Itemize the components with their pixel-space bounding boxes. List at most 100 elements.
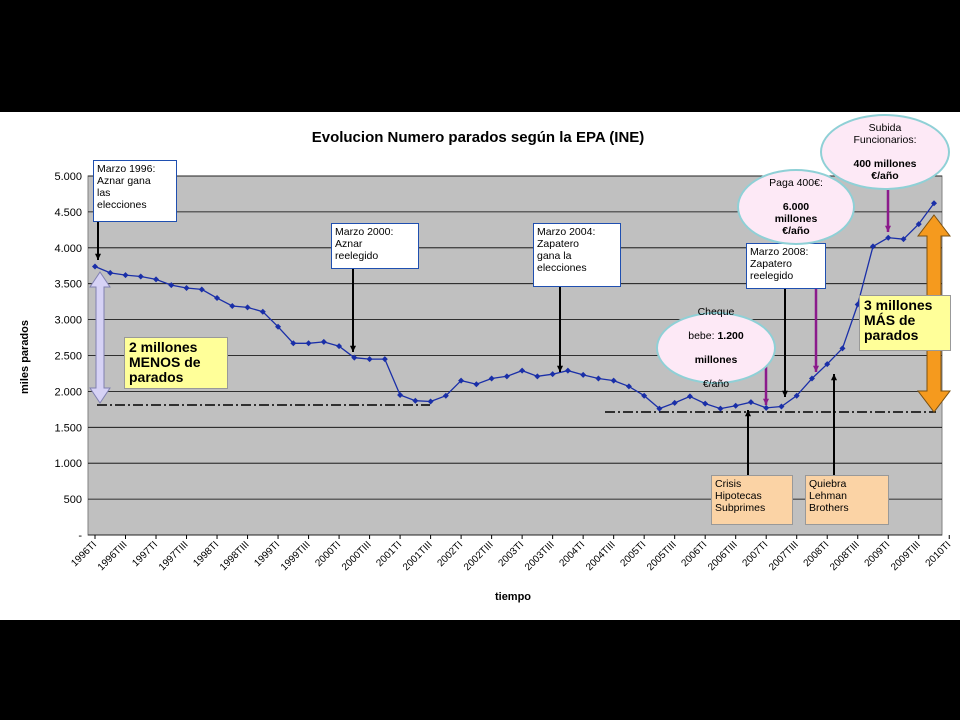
- data-point: [488, 375, 495, 382]
- data-point: [229, 302, 236, 309]
- x-tick-label: 2003TI: [496, 539, 526, 569]
- subida-line1: Subida Funcionarios:: [853, 122, 917, 146]
- data-point: [412, 397, 419, 404]
- cheque-line1: Cheque: [697, 306, 735, 318]
- annotation-marzo-2004: Marzo 2004: Zapatero gana la elecciones: [533, 223, 621, 287]
- data-point: [580, 371, 587, 378]
- data-point: [732, 402, 739, 409]
- data-point: [747, 399, 754, 406]
- x-tick-label: 1996TI: [69, 539, 99, 569]
- data-point: [595, 375, 602, 382]
- data-point: [290, 340, 297, 347]
- data-point: [244, 304, 251, 311]
- x-tick-label: 2008TIII: [828, 539, 862, 573]
- y-axis-label: miles parados: [19, 320, 31, 394]
- chart-title: Evolucion Numero parados según la EPA (I…: [312, 129, 645, 146]
- data-point: [107, 269, 114, 276]
- data-point: [915, 221, 922, 228]
- data-point: [519, 367, 526, 374]
- data-point: [549, 371, 556, 378]
- data-point: [625, 383, 632, 390]
- data-point: [564, 367, 571, 374]
- x-tick-label: 1997TIII: [157, 539, 191, 573]
- cheque-line2: bebe:: [688, 330, 718, 342]
- x-tick-label: 1996TIII: [96, 539, 130, 573]
- annotation-marzo-2000: Marzo 2000: Aznar reelegido: [331, 223, 419, 269]
- cheque-millones: millones: [694, 354, 738, 366]
- x-tick-label: 1997TI: [130, 539, 160, 569]
- y-tick-label: 1.000: [54, 458, 82, 470]
- arrow-2008-head: [781, 390, 789, 397]
- x-tick-label: 1998TIII: [218, 539, 252, 573]
- data-point: [778, 403, 785, 410]
- data-point: [641, 392, 648, 399]
- data-point: [259, 308, 266, 315]
- x-tick-label: 2006TIII: [706, 539, 740, 573]
- x-tick-label: 2006TI: [680, 539, 710, 569]
- bubble-cheque-bebe: Cheque bebe: 1.200 millones €/año: [656, 306, 776, 390]
- annotation-crisis-subprimes: Crisis Hipotecas Subprimes: [711, 475, 793, 525]
- x-tick-label: 2005TI: [618, 539, 648, 569]
- data-point: [900, 236, 907, 243]
- data-point: [168, 282, 175, 289]
- data-point: [839, 345, 846, 352]
- x-tick-label: 2002TIII: [462, 539, 496, 573]
- y-tick-label: 1.500: [54, 422, 82, 434]
- x-tick-label: 2007TIII: [767, 539, 801, 573]
- data-point: [458, 377, 465, 384]
- chart-slide: - 500 1.000 1.500 2.000 2.500 3.000 3.500 4.000 4…: [0, 112, 960, 620]
- x-tick-label: 2001TIII: [401, 539, 435, 573]
- data-point: [442, 392, 449, 399]
- data-point: [275, 323, 282, 330]
- y-tick-label: 500: [64, 494, 82, 506]
- arrow-paga-head: [812, 365, 820, 372]
- paga-line1: Paga 400€:: [769, 177, 823, 189]
- annotation-quiebra-lehman: Quiebra Lehman Brothers: [805, 475, 889, 525]
- x-axis-label: tiempo: [495, 591, 531, 603]
- data-point: [183, 285, 190, 292]
- y-tick-label: 5.000: [54, 171, 82, 183]
- data-point: [808, 375, 815, 382]
- x-tick-label: 2003TIII: [523, 539, 557, 573]
- annotation-3-millones-mas: 3 millones MÁS de parados: [859, 295, 951, 351]
- annotation-2-millones-menos: 2 millones MENOS de parados: [124, 337, 228, 389]
- data-point: [92, 263, 98, 270]
- data-point: [610, 377, 617, 384]
- data-point: [686, 393, 693, 400]
- data-point: [351, 354, 358, 361]
- data-point: [214, 295, 221, 302]
- data-point: [656, 405, 663, 412]
- data-point: [793, 392, 800, 399]
- x-tick-label: 2001TI: [374, 539, 404, 569]
- x-tick-label: 2009TIII: [889, 539, 923, 573]
- data-point: [931, 200, 937, 207]
- x-tick-label: 1998TI: [191, 539, 221, 569]
- subida-amount: 400 millones €/año: [853, 158, 917, 182]
- data-point: [671, 399, 678, 406]
- x-tick-label: 2000TIII: [340, 539, 374, 573]
- y-tick-label: 3.000: [54, 315, 82, 327]
- data-point: [763, 404, 770, 411]
- x-tick-label: 2002TI: [435, 539, 465, 569]
- data-point: [869, 243, 876, 250]
- arrow-2004-head: [556, 365, 564, 372]
- data-point: [717, 405, 724, 412]
- paga-amount: 6.000 millones €/año: [774, 201, 818, 237]
- x-tick-label: 2004TIII: [584, 539, 618, 573]
- cheque-amount: 1.200: [717, 330, 744, 342]
- y-tick-label: 2.500: [54, 351, 82, 363]
- annotation-marzo-1996: Marzo 1996: Aznar gana las elecciones: [93, 160, 177, 222]
- data-point: [137, 273, 144, 280]
- y-tick-label: 2.000: [54, 386, 82, 398]
- data-point: [320, 338, 327, 345]
- y-tick-label: -: [78, 530, 82, 542]
- data-point: [153, 276, 160, 283]
- arrow-1996-head: [94, 253, 102, 260]
- arrow-2000-head: [349, 345, 357, 352]
- data-point: [366, 356, 373, 363]
- data-point: [336, 343, 343, 350]
- y-tick-label: 4.000: [54, 243, 82, 255]
- double-arrow-left: [89, 271, 111, 404]
- data-point: [305, 340, 312, 347]
- y-tick-label: 4.500: [54, 207, 82, 219]
